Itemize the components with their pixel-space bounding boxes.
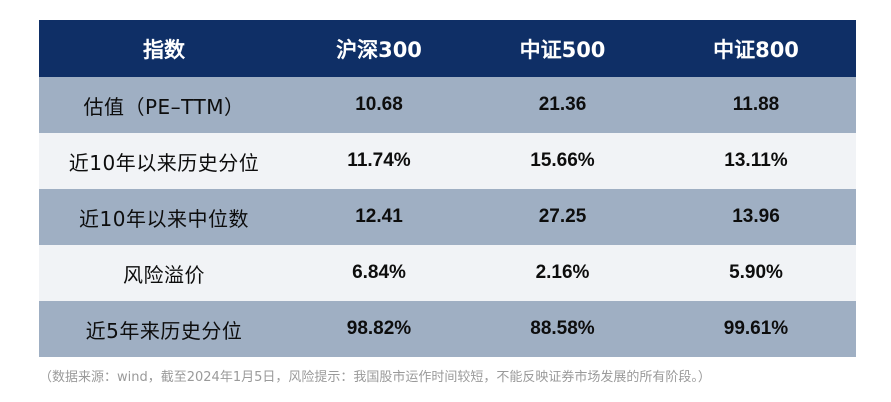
- cell-value: 11.88: [732, 94, 780, 115]
- cell-value: 5.90%: [729, 262, 783, 283]
- cell-value: 15.66%: [530, 150, 595, 171]
- cell-value: 99.61%: [723, 318, 789, 339]
- cell-value: 88.58%: [530, 318, 595, 339]
- cell-value: 98.82%: [346, 318, 412, 339]
- table-row: 近5年来历史分位 98.82% 88.58% 99.61%: [39, 301, 856, 357]
- cell-value: 13.11%: [724, 150, 788, 171]
- table-row: 风险溢价 6.84% 2.16% 5.90%: [39, 245, 856, 301]
- cell-value: 6.84%: [352, 262, 406, 283]
- cell-value: 10.68: [355, 94, 403, 115]
- cell-value: 27.25: [538, 206, 587, 227]
- row-label: 近10年以来历史分位: [68, 150, 260, 175]
- table-row: 近10年以来中位数 12.41 27.25 13.96: [39, 189, 856, 245]
- row-label: 近5年来历史分位: [85, 318, 243, 343]
- cell-value: 12.41: [355, 206, 403, 227]
- valuation-table-container: 指数 沪深300 中证500 中证800 估值（PE–TTM） 10.68 21…: [39, 20, 856, 357]
- source-note: （数据来源：wind，截至2024年1月5日，风险提示：我国股市运作时间较短，不…: [39, 370, 711, 385]
- table-row: 估值（PE–TTM） 10.68 21.36 11.88: [39, 77, 856, 133]
- cell-value: 21.36: [538, 94, 587, 115]
- table-header-row: 指数 沪深300 中证500 中证800: [39, 20, 856, 77]
- row-label: 近10年以来中位数: [79, 206, 249, 231]
- header-csi300: 沪深300: [336, 37, 422, 62]
- cell-value: 11.74%: [347, 150, 411, 171]
- cell-value: 13.96: [732, 206, 780, 227]
- table-row: 近10年以来历史分位 11.74% 15.66% 13.11%: [39, 133, 856, 189]
- header-csi500: 中证500: [519, 37, 606, 62]
- header-csi800: 中证800: [713, 37, 799, 62]
- row-label: 风险溢价: [123, 262, 205, 287]
- valuation-table: 指数 沪深300 中证500 中证800 估值（PE–TTM） 10.68 21…: [39, 20, 856, 357]
- cell-value: 2.16%: [535, 262, 590, 283]
- header-index: 指数: [143, 37, 185, 62]
- row-label: 估值（PE–TTM）: [83, 94, 245, 119]
